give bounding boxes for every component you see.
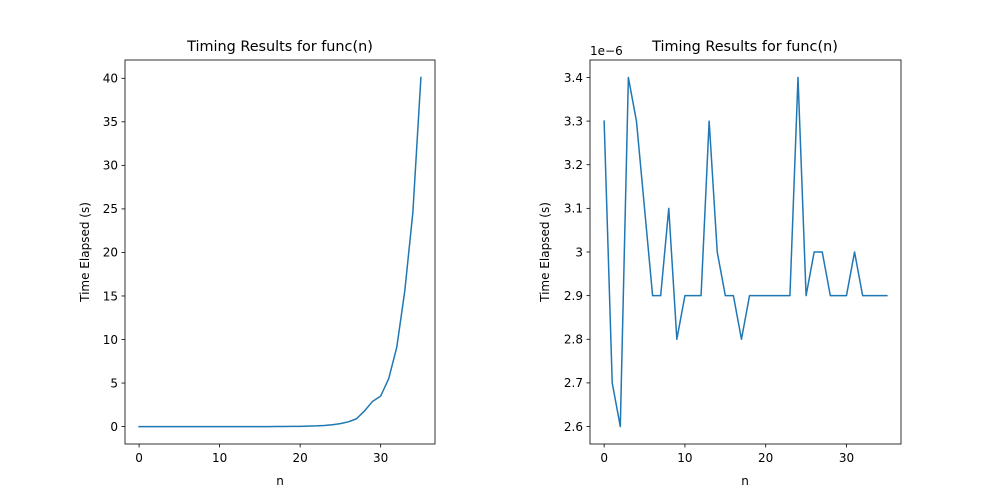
right-chart-x-tick-label: 30 [839, 451, 854, 465]
left-chart-x-tick-label: 30 [373, 451, 388, 465]
left-chart-title: Timing Results for func(n) [186, 39, 373, 55]
right-chart: Timing Results for func(n) 0 10 20 30 2.6 2.7… [538, 39, 902, 488]
right-chart-y-tick-label: 2.7 [564, 376, 583, 390]
right-chart-axes-frame [589, 59, 902, 445]
left-chart-y-tick-label: 40 [103, 72, 118, 86]
right-chart-x-tick-label: 10 [677, 451, 692, 465]
left-chart-y-tick-label: 10 [103, 333, 118, 347]
left-chart: Timing Results for func(n) 0 10 20 30 0 5 10 15… [78, 39, 436, 488]
right-chart-x-axis-label: n [741, 474, 749, 488]
left-chart-axes-frame [124, 59, 436, 445]
right-chart-y-axis-label: Time Elapsed (s) [538, 202, 552, 303]
left-chart-y-tick-label: 5 [110, 376, 118, 390]
left-chart-y-tick-label: 0 [110, 420, 118, 434]
left-chart-y-axis-label: Time Elapsed (s) [78, 202, 92, 303]
right-chart-y-tick-label: 3.2 [564, 158, 583, 172]
left-chart-y-tick-label: 25 [103, 202, 118, 216]
left-chart-y-tick-label: 20 [103, 246, 118, 260]
left-chart-x-axis-label: n [276, 474, 284, 488]
right-chart-offset-text: 1e−6 [590, 44, 623, 58]
right-chart-title: Timing Results for func(n) [651, 39, 838, 55]
right-chart-x-tick-label: 20 [758, 451, 773, 465]
right-chart-y-tick-label: 3 [575, 245, 583, 259]
left-chart-x-tick-label: 10 [212, 451, 227, 465]
left-chart-plot-area: 0 10 20 30 0 5 10 15 20 25 30 35 40 [103, 59, 436, 465]
right-chart-y-tick-label: 2.6 [564, 420, 583, 434]
left-chart-x-tick-label: 0 [135, 451, 143, 465]
left-chart-y-tick-label: 30 [103, 159, 118, 173]
right-chart-plot-area: 0 10 20 30 2.6 2.7 2.8 2.9 3 3.1 3.2 3.3 3.4 [564, 59, 902, 465]
right-chart-x-tick-label: 0 [600, 451, 608, 465]
left-chart-y-tick-label: 15 [103, 289, 118, 303]
right-chart-series-line [603, 76, 888, 428]
right-chart-y-tick-label: 2.9 [564, 289, 583, 303]
left-chart-series-line [138, 76, 422, 428]
left-chart-x-tick-label: 20 [292, 451, 307, 465]
right-chart-y-tick-label: 3.1 [564, 202, 583, 216]
right-chart-y-tick-label: 2.8 [564, 333, 583, 347]
left-chart-y-tick-label: 35 [103, 115, 118, 129]
right-chart-y-tick-label: 3.3 [564, 114, 583, 128]
right-chart-y-tick-label: 3.4 [564, 71, 583, 85]
